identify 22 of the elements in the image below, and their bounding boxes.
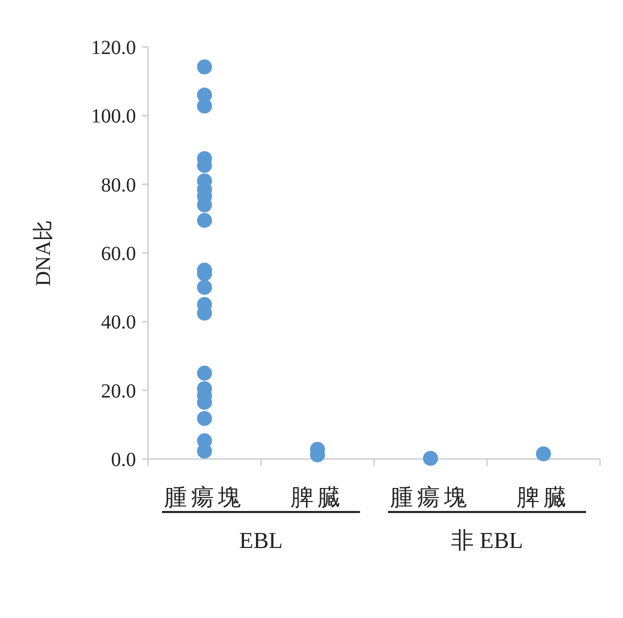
- text: 非 EBL: [450, 528, 524, 553]
- point: [197, 212, 212, 228]
- y-tick-label: 0.0: [111, 449, 136, 471]
- y-tick-label: 60.0: [101, 243, 136, 265]
- point: [536, 446, 551, 462]
- point: [197, 366, 212, 381]
- x-tick-label: 腫瘍塊: [390, 485, 471, 511]
- y-tick-label: 80.0: [101, 174, 136, 196]
- x-tick-label: 脾臓: [290, 485, 344, 511]
- point: [197, 280, 212, 295]
- point: [197, 410, 212, 426]
- y-tick-label: 20.0: [101, 380, 136, 402]
- text: EBL: [239, 528, 283, 553]
- y-tick-label: 100.0: [91, 106, 136, 128]
- point: [197, 59, 212, 74]
- point: [423, 450, 438, 466]
- x-tick-label: 腫瘍塊: [164, 485, 245, 511]
- y-tick-label: 40.0: [101, 312, 136, 334]
- y-tick-label: 120.0: [91, 37, 136, 59]
- y-axis-title: DNA比: [31, 220, 55, 286]
- point: [197, 98, 212, 114]
- x-tick-label: 脾臓: [516, 485, 570, 511]
